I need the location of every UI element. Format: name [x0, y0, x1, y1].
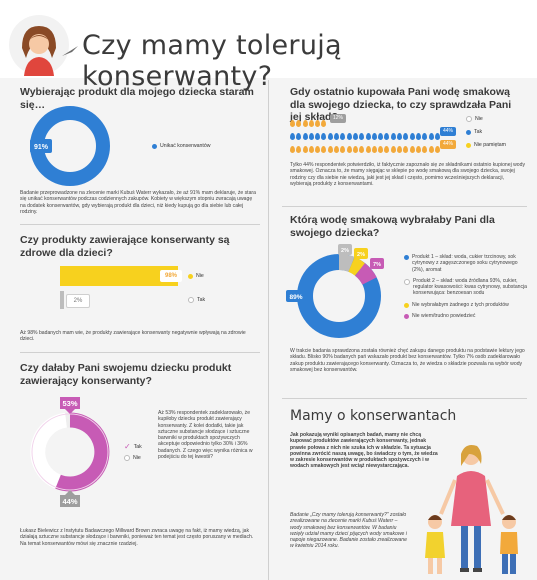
q4-legend-tak: Tak — [466, 129, 482, 135]
q1-legend: Unikać konserwantów — [152, 143, 210, 149]
q5-legend: Produkt 1 – skład: woda, cukier trzcinow… — [404, 254, 528, 320]
q4-pct-tak: 44% — [440, 127, 456, 136]
q5-arc-pink — [354, 263, 377, 285]
q2-heading: Czy produkty zawierające konserwanty są … — [20, 234, 230, 259]
family-illustration-icon — [425, 445, 518, 574]
separator — [20, 352, 260, 353]
q5-legend-item: Nie wiem/trudno powiedzieć — [404, 313, 528, 320]
separator — [282, 206, 527, 207]
q4-label-tak: Tak — [474, 129, 483, 135]
q5-legend-item: Produkt 2 – skład: woda źródlana 93%, cu… — [404, 278, 528, 297]
q1-panel: Wybierając produkt dla mojego dziecka st… — [20, 86, 260, 111]
q2-legend-tak: Tak — [188, 297, 205, 303]
q3-bottom-pct: 44% — [62, 497, 77, 506]
q4-label-nie-pamietam: Nie pamiętam — [474, 142, 507, 148]
pointer-icon — [62, 46, 78, 56]
q1-pct: 91% — [34, 144, 49, 151]
q5-pct-yellow: 2% — [357, 252, 365, 258]
column-divider — [268, 80, 269, 580]
q2-label-tak: Tak — [197, 297, 206, 303]
q3-bottom-tag — [60, 490, 80, 507]
q5-pct-grey: 2% — [341, 248, 349, 254]
q5-pct-pink: 7% — [373, 262, 381, 268]
q4-pct-nie: 12% — [330, 114, 346, 123]
q3-label-nie: Nie — [133, 455, 141, 461]
q3-label-tak: Tak — [133, 443, 142, 450]
q4-legend-nie-pamietam: Nie pamiętam — [466, 142, 506, 148]
q6-heading: Mamy o konserwantach — [290, 408, 457, 424]
q5-arc-yellow — [348, 257, 366, 276]
q4-heading: Gdy ostatnio kupowała Pani wodę smakową … — [290, 86, 512, 123]
q3-legend-nie: Nie — [124, 455, 141, 461]
q2-bar-nie — [60, 266, 178, 286]
q2-pct-nie: 98% — [164, 273, 177, 279]
check-icon: ✓ — [124, 442, 131, 451]
q4-legend-nie: Nie — [466, 116, 483, 122]
separator — [282, 398, 527, 399]
q3-arc-tak — [55, 412, 110, 492]
q2-tag-tak: 2% — [66, 294, 90, 308]
q2-swatch-tak — [188, 297, 194, 303]
q3-heading: Czy dałaby Pani swojemu dziecku produkt … — [20, 362, 232, 387]
q5-pct-blue: 89% — [289, 294, 302, 301]
q3-donut: 53% 44% — [30, 397, 110, 507]
q4-body: Tylko 44% respondentek potwierdziło, iż … — [290, 162, 526, 187]
q3-body: Łukasz Bielewicz z Instytutu Badawczego … — [20, 528, 254, 547]
q4-row-nie-pamietam — [290, 140, 441, 158]
q4-label-nie: Nie — [475, 116, 483, 122]
separator — [20, 224, 260, 225]
q3-arc-nie — [30, 412, 68, 489]
q6-bold-text: Jak pokazują wyniki opisanych badań, mam… — [290, 432, 438, 470]
q5-arc-grey — [338, 254, 355, 272]
q3-swatch-nie — [124, 455, 130, 461]
q2-tag-nie: 98% — [160, 270, 182, 282]
q5-heading: Którą wodę smakową wybrałaby Pani dla sw… — [290, 214, 495, 239]
q2-bar-tak — [60, 291, 64, 309]
q5-donut: 89% 2% 2% 7% — [286, 244, 384, 338]
page-title: Czy mamy tolerują konserwanty? — [82, 30, 342, 92]
q1-donut: 91% — [30, 106, 110, 186]
q1-pct-tag — [30, 139, 52, 153]
q4-row-tak — [290, 127, 441, 145]
woman-avatar-icon — [9, 15, 69, 76]
q6-note: Badanie „Czy mamy tolerują konserwanty?"… — [290, 512, 407, 550]
q2-legend-nie: Nie — [188, 273, 204, 279]
q2-body: Aż 98% badanych mam wie, że produkty zaw… — [20, 330, 246, 343]
q1-heading: Wybierając produkt dla mojego dziecka st… — [20, 86, 254, 111]
q5-legend-item: Produkt 1 – skład: woda, cukier trzcinow… — [404, 254, 528, 273]
q3-legend-tak: ✓ Tak — [124, 442, 142, 451]
q2-swatch-nie — [188, 273, 193, 279]
q5-legend-item: Nie wybrałabym żadnego z tych produktów — [404, 302, 528, 308]
q5-body: W trakcie badania sprawdzona została rów… — [290, 348, 525, 373]
q2-label-nie: Nie — [196, 273, 204, 279]
q2-pct-tak: 2% — [73, 298, 83, 304]
q1-body: Badanie przeprowadzone na zlecenie marki… — [20, 190, 256, 215]
header: Czy mamy tolerują konserwanty? — [0, 0, 537, 92]
q4-row-nie — [290, 114, 328, 132]
q3-top-pct: 53% — [62, 399, 77, 408]
q4-pct-nie-pamietam: 44% — [440, 140, 456, 149]
q3-side-text: Aż 53% respondentek zadeklarowało, że ku… — [158, 410, 253, 461]
q3-top-tag — [60, 397, 80, 414]
q1-legend-swatch — [152, 143, 157, 149]
q1-legend-label: Unikać konserwantów — [160, 143, 211, 149]
